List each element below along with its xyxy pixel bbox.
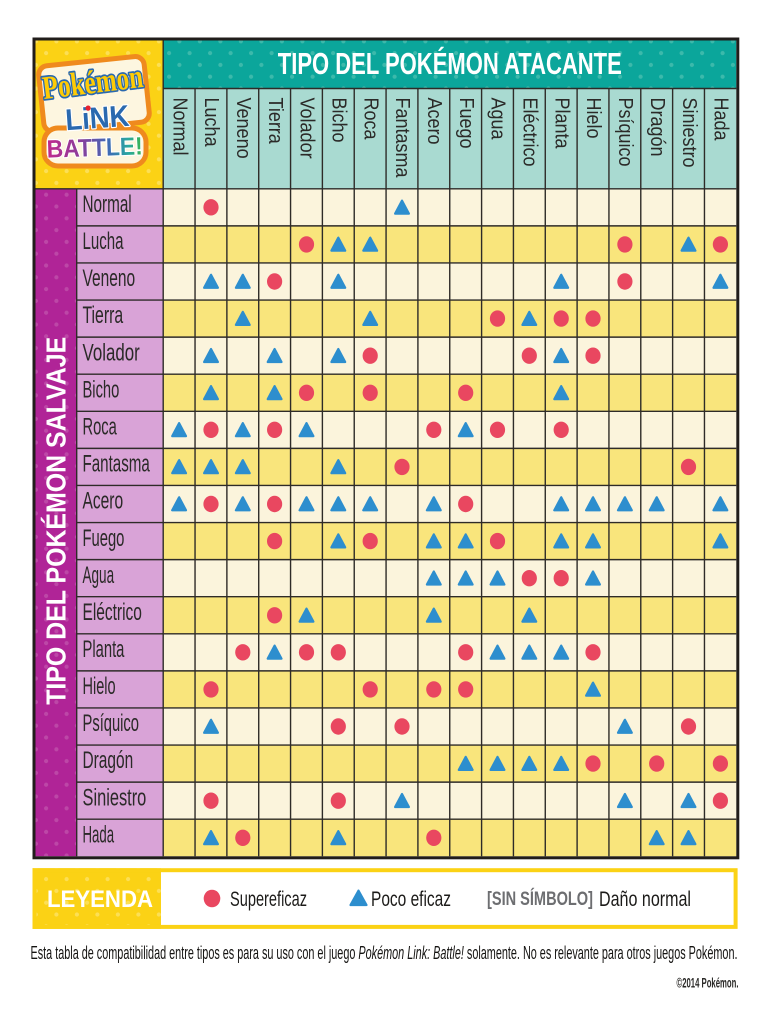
svg-text:Planta: Planta [83,636,125,663]
svg-text:Dragón: Dragón [646,98,668,157]
svg-text:Hielo: Hielo [83,673,116,700]
svg-text:Hielo: Hielo [582,98,604,139]
svg-text:Supereficaz: Supereficaz [230,888,307,911]
svg-text:Dragón: Dragón [83,747,134,774]
svg-text:Lucha: Lucha [83,228,124,255]
svg-text:Siniestro: Siniestro [678,98,700,168]
svg-text:Eléctrico: Eléctrico [519,98,541,167]
svg-text:Volador: Volador [296,98,318,159]
svg-text:Acero: Acero [83,488,124,515]
svg-text:Normal: Normal [168,98,190,156]
svg-text:Volador: Volador [83,339,140,366]
svg-text:Siniestro: Siniestro [83,784,147,811]
svg-text:Psíquico: Psíquico [614,98,636,167]
svg-text:[SIN SÍMBOLO]: [SIN SÍMBOLO] [487,887,593,910]
svg-text:Poco eficaz: Poco eficaz [371,888,451,911]
svg-text:Lucha: Lucha [200,98,222,148]
svg-text:Fantasma: Fantasma [83,451,151,478]
svg-text:Planta: Planta [550,98,572,150]
svg-text:Daño normal: Daño normal [599,888,691,911]
svg-text:Acero: Acero [423,98,445,145]
svg-text:Fuego: Fuego [455,98,477,149]
svg-text:Agua: Agua [487,98,509,141]
svg-text:Esta tabla de compatibilidad e: Esta tabla de compatibilidad entre tipos… [31,943,356,963]
svg-text:Eléctrico: Eléctrico [83,599,142,626]
svg-text:TIPO DEL POKÉMON SALVAJE: TIPO DEL POKÉMON SALVAJE [40,337,71,705]
svg-text:Hada: Hada [710,98,732,142]
svg-text:Bicho: Bicho [83,376,120,403]
svg-text:Bicho: Bicho [328,98,350,143]
svg-text:BATTLE!: BATTLE! [46,132,143,163]
svg-text:Veneno: Veneno [83,265,136,292]
svg-text:Roca: Roca [359,98,381,141]
svg-text:solamente. No es relevante par: solamente. No es relevante para otros ju… [467,943,738,963]
svg-text:LiNK: LiNK [64,100,130,137]
svg-text:Normal: Normal [83,191,132,218]
svg-text:LEYENDA: LEYENDA [47,886,153,913]
svg-text:Veneno: Veneno [232,98,254,159]
svg-text:Psíquico: Psíquico [83,710,140,737]
svg-text:TIPO DEL POKÉMON ATACANTE: TIPO DEL POKÉMON ATACANTE [278,46,622,81]
svg-text:Tierra: Tierra [264,98,286,145]
svg-text:Tierra: Tierra [83,302,124,329]
svg-text:©2014 Pokémon.: ©2014 Pokémon. [677,976,739,991]
svg-text:Hada: Hada [83,821,115,848]
svg-text:Fantasma: Fantasma [391,98,413,179]
svg-text:Fuego: Fuego [83,525,125,552]
svg-text:Roca: Roca [83,414,118,441]
svg-text:Agua: Agua [83,562,115,589]
svg-text:Pokémon Link: Battle!: Pokémon Link: Battle! [358,943,464,963]
